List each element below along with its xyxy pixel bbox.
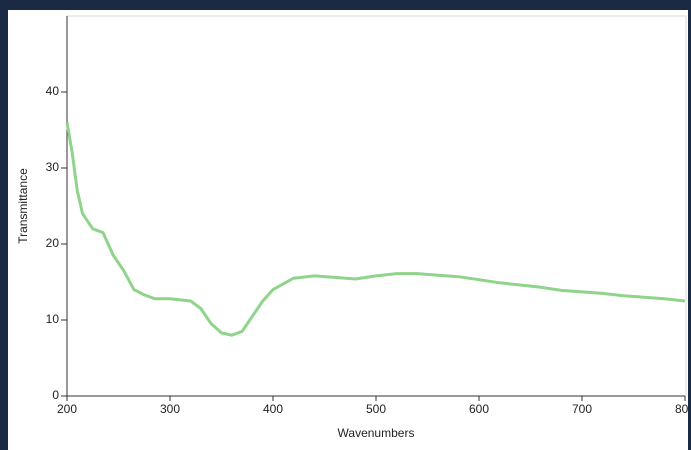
panel	[8, 10, 688, 450]
spectrum-line	[65, 122, 686, 337]
y-tick-label: 10	[46, 312, 60, 326]
y-tick-label: 40	[46, 84, 60, 98]
y-tick-label: 0	[52, 388, 59, 402]
x-tick-label: 500	[366, 402, 386, 416]
y-axis-label: Transmittance	[16, 168, 30, 244]
x-tick-label: 600	[469, 402, 489, 416]
x-tick-label: 700	[572, 402, 592, 416]
frame-right	[688, 0, 691, 450]
y-tick-label: 20	[46, 236, 60, 250]
x-tick-label: 200	[57, 402, 77, 416]
x-tick-label: 800	[675, 402, 691, 416]
x-tick-label: 400	[263, 402, 283, 416]
y-tick-label: 30	[46, 160, 60, 174]
x-axis-label: Wavenumbers	[338, 426, 415, 440]
x-tick-label: 300	[160, 402, 180, 416]
